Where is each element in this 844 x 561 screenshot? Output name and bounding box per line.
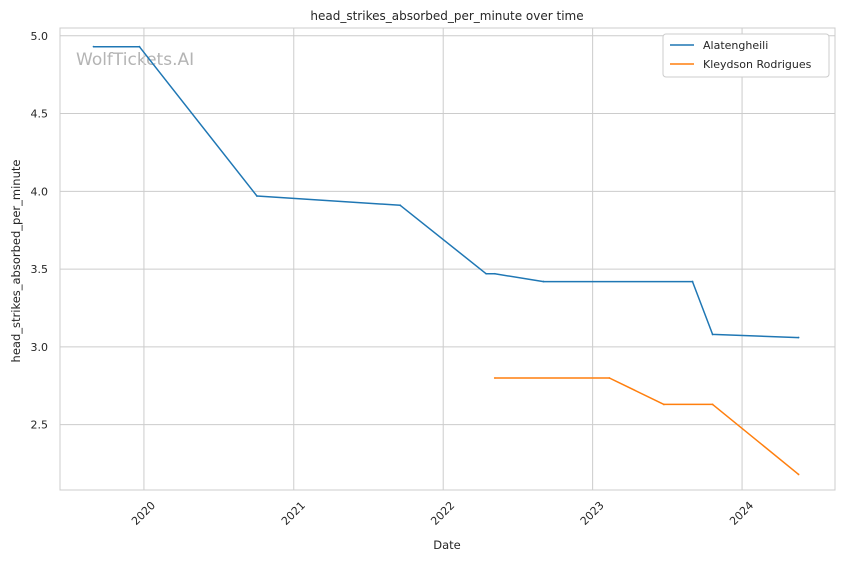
data-point-kleydson-rodrigues bbox=[493, 377, 496, 379]
legend-box bbox=[662, 33, 830, 78]
data-point-alatengheili bbox=[399, 204, 402, 207]
data-point-kleydson-rodrigues bbox=[608, 377, 611, 379]
y-axis-ticks: 2.5 3.0 3.5 4.0 4.5 5.0 bbox=[31, 30, 49, 432]
data-point-kleydson-rodrigues bbox=[711, 403, 714, 406]
chart-title: head_strikes_absorbed_per_minute over ti… bbox=[310, 9, 583, 23]
y-axis-label: head_strikes_absorbed_per_minute bbox=[9, 160, 23, 363]
series-lines bbox=[92, 45, 800, 476]
data-point-alatengheili bbox=[711, 333, 714, 336]
data-point-alatengheili bbox=[691, 280, 694, 283]
x-tick-label: 2023 bbox=[578, 499, 607, 528]
watermark: WolfTickets.AI bbox=[76, 50, 194, 70]
data-point-kleydson-rodrigues bbox=[662, 403, 665, 406]
y-tick-label: 5.0 bbox=[31, 30, 49, 43]
x-axis-label: Date bbox=[433, 538, 461, 552]
data-point-alatengheili bbox=[797, 336, 800, 339]
data-point-kleydson-rodrigues bbox=[797, 473, 800, 476]
data-point-alatengheili bbox=[256, 195, 258, 197]
plot-area bbox=[59, 27, 836, 491]
data-point-alatengheili bbox=[485, 272, 488, 275]
x-axis-ticks: 2020 2021 2022 2023 2024 bbox=[129, 499, 756, 528]
x-tick-label: 2022 bbox=[428, 499, 457, 528]
x-tick-label: 2024 bbox=[727, 499, 756, 528]
data-point-alatengheili bbox=[92, 45, 95, 48]
x-tick-label: 2021 bbox=[279, 499, 308, 528]
y-tick-label: 3.5 bbox=[31, 263, 49, 276]
series-line-alatengheili bbox=[93, 45, 799, 339]
y-tick-label: 4.5 bbox=[31, 108, 49, 121]
y-tick-label: 2.5 bbox=[31, 419, 49, 432]
legend: Alatengheili Kleydson Rodrigues bbox=[662, 33, 830, 78]
y-tick-label: 3.0 bbox=[31, 341, 49, 354]
y-tick-label: 4.0 bbox=[31, 185, 49, 198]
series-line-kleydson-rodrigues bbox=[494, 377, 800, 475]
legend-label-kleydson-rodrigues: Kleydson Rodrigues bbox=[703, 58, 812, 71]
data-point-alatengheili bbox=[542, 280, 545, 283]
data-point-alatengheili bbox=[493, 272, 496, 275]
legend-label-alatengheili: Alatengheili bbox=[703, 39, 768, 52]
grid bbox=[60, 28, 835, 490]
data-point-alatengheili bbox=[138, 45, 141, 48]
x-tick-label: 2020 bbox=[129, 499, 158, 528]
